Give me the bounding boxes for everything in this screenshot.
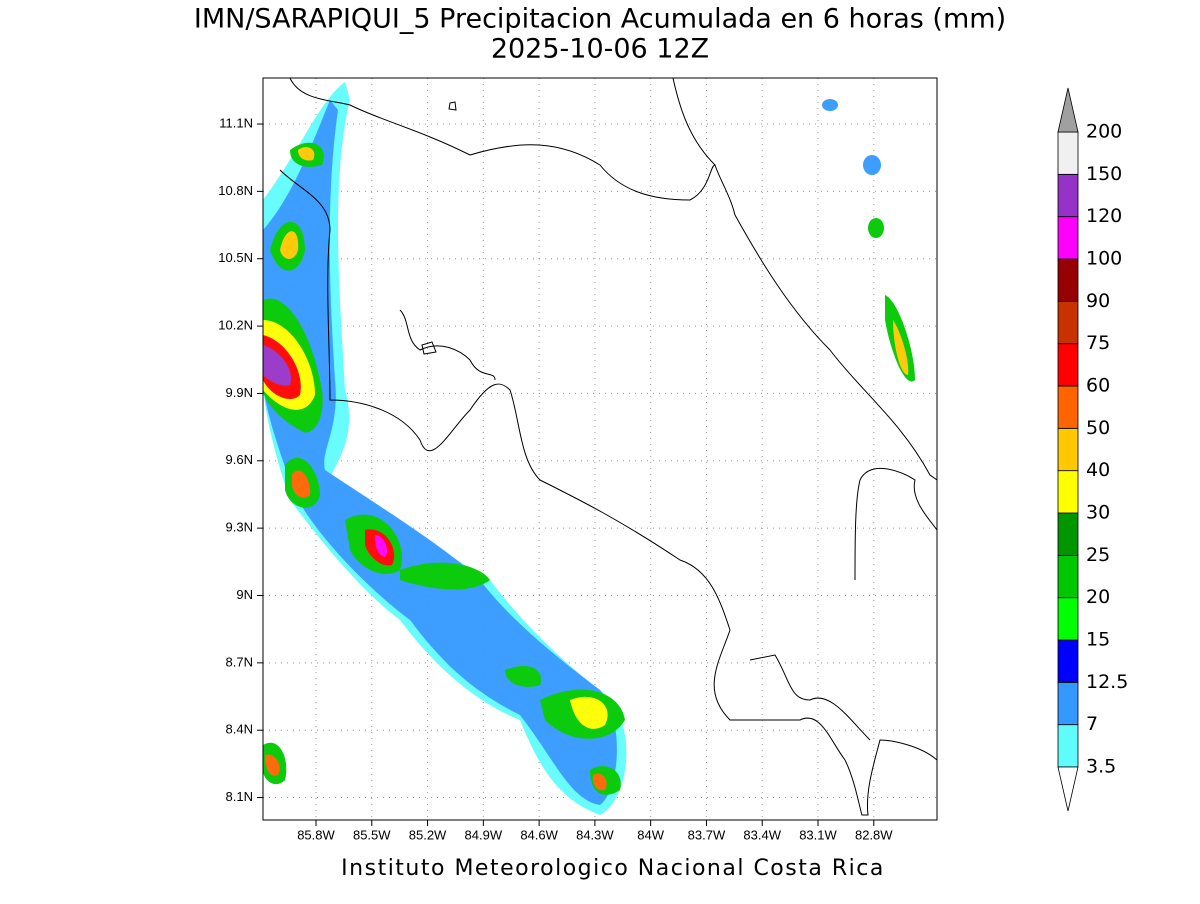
colorbar-label: 60	[1086, 375, 1110, 397]
colorbar-segment	[1057, 554, 1079, 599]
colorbar-segment	[1057, 597, 1079, 641]
colorbar-over	[1057, 87, 1079, 133]
colorbar: 3.5 7 12.5 15 20 25 30 40 50 60 75 90 100 120 150 200	[1057, 87, 1128, 812]
colorbar-label: 75	[1086, 332, 1110, 354]
x-tick-label: 85.8W	[297, 827, 335, 842]
map-frame	[262, 77, 938, 821]
title: IMN/SARAPIQUI_5 Precipitacion Acumulada …	[194, 4, 1006, 35]
y-tick-label: 10.5N	[218, 250, 253, 265]
x-tick-label: 83.4W	[743, 827, 781, 842]
footer: Instituto Meteorologico Nacional Costa R…	[341, 856, 885, 881]
y-tick-label: 11.1N	[219, 115, 253, 130]
colorbar-label: 15	[1086, 629, 1110, 651]
x-tick-label: 83.1W	[799, 827, 837, 842]
colorbar-segment	[1057, 216, 1079, 260]
colorbar-segment	[1057, 343, 1079, 387]
rain-band	[263, 82, 915, 815]
colorbar-label: 30	[1086, 502, 1110, 524]
x-tick-label: 84.3W	[576, 827, 614, 842]
x-tick-label: 84.6W	[520, 827, 558, 842]
colorbar-label: 3.5	[1086, 756, 1116, 778]
subtitle: 2025-10-06 12Z	[491, 34, 709, 65]
colorbar-label: 150	[1086, 163, 1122, 185]
x-tick-label: 85.5W	[353, 827, 391, 842]
colorbar-label: 200	[1086, 121, 1122, 143]
y-tick-label: 10.8N	[218, 183, 253, 198]
axes: 85.8W 85.5W 85.2W 84.9W 84.6W 84.3W 84W 83.7W 83…	[218, 115, 893, 842]
colorbar-label: 7	[1086, 713, 1098, 735]
x-tick-label: 82.8W	[855, 827, 893, 842]
coastlines	[279, 78, 937, 816]
colorbar-segment	[1057, 470, 1079, 514]
y-tick-label: 8.7N	[226, 654, 253, 669]
colorbar-label: 12.5	[1086, 671, 1128, 693]
colorbar-label: 25	[1086, 544, 1110, 566]
colorbar-segment	[1057, 258, 1079, 302]
y-tick-label: 9.9N	[226, 385, 253, 400]
colorbar-label: 90	[1086, 290, 1110, 312]
y-tick-label: 9.3N	[226, 520, 253, 535]
colorbar-segment	[1057, 724, 1079, 768]
colorbar-segment	[1057, 173, 1079, 218]
colorbar-label: 50	[1086, 417, 1110, 439]
colorbar-segment	[1057, 427, 1079, 472]
y-tick-label: 8.4N	[226, 722, 253, 737]
colorbar-segment	[1057, 512, 1079, 556]
y-tick-label: 9N	[236, 587, 253, 602]
colorbar-label: 40	[1086, 459, 1110, 481]
colorbar-label: 120	[1086, 205, 1122, 227]
y-tick-label: 10.2N	[218, 318, 253, 333]
colorbar-label: 20	[1086, 586, 1110, 608]
precipitation	[263, 82, 915, 815]
colorbar-segment	[1057, 639, 1079, 683]
colorbar-segment	[1057, 681, 1079, 726]
colorbar-under	[1057, 766, 1079, 812]
x-tick-label: 83.7W	[688, 827, 726, 842]
x-tick-label: 84.9W	[465, 827, 503, 842]
y-tick-label: 8.1N	[226, 789, 253, 804]
x-tick-label: 85.2W	[409, 827, 447, 842]
colorbar-segment	[1057, 131, 1079, 175]
colorbar-label: 100	[1086, 248, 1122, 270]
x-tick-label: 84W	[637, 827, 664, 842]
colorbar-segment	[1057, 385, 1079, 429]
colorbar-segment	[1057, 300, 1079, 345]
y-tick-label: 9.6N	[226, 452, 253, 467]
